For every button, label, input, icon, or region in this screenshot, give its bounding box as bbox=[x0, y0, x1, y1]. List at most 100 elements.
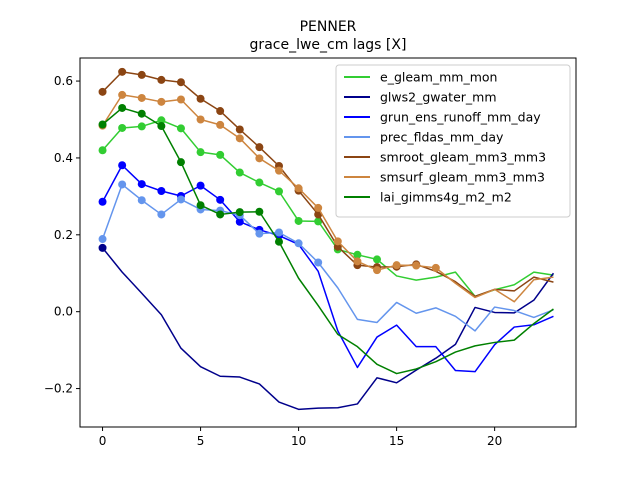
data-point bbox=[118, 90, 127, 99]
legend-label: prec_fldas_mm_day bbox=[380, 130, 504, 145]
data-point bbox=[412, 261, 421, 270]
legend-label: lai_gimms4g_m2_m2 bbox=[380, 190, 512, 205]
data-point bbox=[353, 257, 362, 266]
data-point bbox=[98, 87, 107, 96]
data-point bbox=[314, 203, 323, 212]
data-point bbox=[98, 243, 107, 252]
series-smsurf_gleam_mm3_mm3 bbox=[98, 90, 554, 303]
data-point bbox=[431, 263, 440, 272]
plot-area bbox=[98, 67, 555, 411]
data-point bbox=[196, 201, 205, 210]
data-point bbox=[118, 180, 127, 189]
legend: e_gleam_mm_mon glws2_gwater_mm grun_ens_ru… bbox=[335, 64, 571, 218]
axes-frame bbox=[79, 57, 577, 428]
data-point bbox=[255, 178, 264, 187]
data-point bbox=[137, 93, 146, 102]
data-point bbox=[176, 78, 185, 87]
series-line bbox=[101, 183, 554, 332]
data-point bbox=[255, 154, 264, 163]
chart-subtitle: grace_lwe_cm lags [X] bbox=[250, 37, 407, 53]
data-point bbox=[137, 70, 146, 79]
x-tick-label: 0 bbox=[99, 434, 107, 448]
legend-label: smsurf_gleam_mm3_mm3 bbox=[380, 170, 545, 185]
series-line bbox=[102, 107, 554, 375]
data-point bbox=[255, 143, 264, 152]
data-point bbox=[98, 197, 107, 206]
legend-entry: e_gleam_mm_mon bbox=[344, 70, 497, 85]
legend-label: e_gleam_mm_mon bbox=[380, 70, 497, 85]
chart-title: PENNER bbox=[300, 19, 357, 35]
data-point bbox=[274, 228, 283, 237]
legend-entry: glws2_gwater_mm bbox=[344, 90, 497, 105]
data-point bbox=[392, 261, 401, 270]
y-tick-label: 0.0 bbox=[54, 305, 73, 319]
data-point bbox=[216, 120, 225, 129]
data-point bbox=[157, 75, 166, 84]
y-tick-label: −0.2 bbox=[44, 382, 73, 396]
data-point bbox=[333, 237, 342, 246]
series-lai_gimms4g_m2_m2 bbox=[98, 103, 554, 375]
data-point bbox=[216, 195, 225, 204]
data-point bbox=[255, 229, 264, 238]
legend-label: glws2_gwater_mm bbox=[380, 90, 497, 105]
data-point bbox=[118, 161, 127, 170]
data-point bbox=[216, 107, 225, 116]
data-point bbox=[157, 210, 166, 219]
data-point bbox=[196, 115, 205, 124]
data-point bbox=[216, 150, 225, 159]
data-point bbox=[118, 103, 127, 112]
data-point bbox=[294, 216, 303, 225]
data-point bbox=[274, 237, 283, 246]
data-point bbox=[353, 250, 362, 259]
data-point bbox=[235, 125, 244, 134]
data-point bbox=[314, 217, 323, 226]
x-tick-label: 20 bbox=[487, 434, 502, 448]
x-tick-label: 5 bbox=[197, 434, 205, 448]
series-prec_fldas_mm_day bbox=[98, 180, 554, 332]
data-point bbox=[176, 124, 185, 133]
data-point bbox=[235, 208, 244, 217]
data-point bbox=[314, 258, 323, 267]
data-point bbox=[235, 217, 244, 226]
data-point bbox=[235, 134, 244, 143]
y-tick-label: 0.2 bbox=[54, 228, 73, 242]
data-point bbox=[176, 195, 185, 204]
y-tick-label: 0.6 bbox=[54, 74, 73, 88]
x-tick-label: 10 bbox=[291, 434, 306, 448]
data-point bbox=[98, 235, 107, 244]
legend-entry: smsurf_gleam_mm3_mm3 bbox=[344, 170, 545, 185]
data-point bbox=[157, 122, 166, 131]
data-point bbox=[274, 166, 283, 175]
data-point bbox=[157, 186, 166, 195]
legend-entry: grun_ens_runoff_mm_day bbox=[344, 110, 541, 125]
data-point bbox=[216, 210, 225, 219]
data-point bbox=[235, 168, 244, 177]
data-point bbox=[118, 67, 127, 76]
data-point bbox=[196, 181, 205, 190]
data-point bbox=[137, 109, 146, 118]
data-point bbox=[98, 120, 107, 129]
legend-box bbox=[335, 64, 571, 218]
data-point bbox=[137, 122, 146, 131]
data-point bbox=[196, 148, 205, 157]
legend-entry: lai_gimms4g_m2_m2 bbox=[344, 190, 512, 205]
legend-label: smroot_gleam_mm3_mm3 bbox=[380, 150, 546, 165]
series-line bbox=[101, 247, 555, 411]
data-point bbox=[157, 116, 166, 125]
series-glws2_gwater_mm bbox=[98, 243, 555, 411]
legend-label: grun_ens_runoff_mm_day bbox=[380, 110, 541, 125]
data-point bbox=[255, 207, 264, 216]
data-point bbox=[373, 255, 382, 264]
data-point bbox=[157, 97, 166, 106]
data-point bbox=[137, 180, 146, 189]
legend-entry: prec_fldas_mm_day bbox=[344, 130, 504, 145]
legend-entry: smroot_gleam_mm3_mm3 bbox=[344, 150, 546, 165]
data-point bbox=[196, 94, 205, 103]
y-tick-label: 0.4 bbox=[54, 151, 73, 165]
data-point bbox=[176, 158, 185, 167]
data-point bbox=[294, 184, 303, 193]
data-point bbox=[137, 196, 146, 205]
data-point bbox=[118, 123, 127, 132]
